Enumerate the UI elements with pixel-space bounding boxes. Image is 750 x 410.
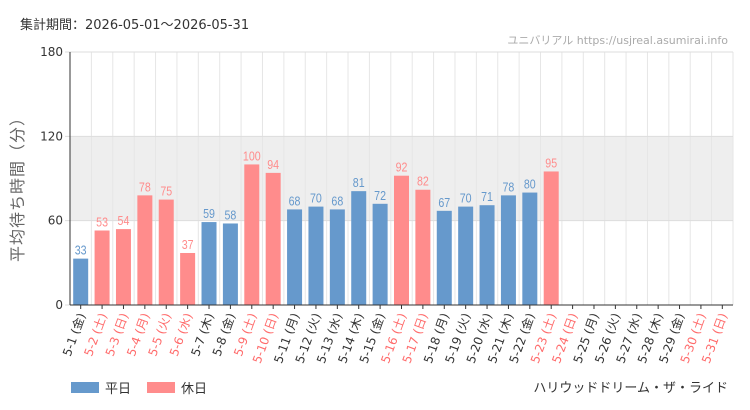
bar bbox=[137, 195, 153, 305]
data-label: 33 bbox=[75, 243, 87, 258]
bar bbox=[329, 209, 345, 305]
ride-name: ハリウッドドリーム・ザ・ライド bbox=[533, 381, 728, 396]
bar bbox=[158, 199, 174, 305]
data-label: 78 bbox=[503, 179, 515, 194]
data-label: 59 bbox=[203, 206, 215, 221]
bar bbox=[222, 223, 238, 305]
data-label: 94 bbox=[267, 157, 279, 172]
y-tick-label: 0 bbox=[55, 298, 63, 312]
bar bbox=[308, 206, 324, 305]
bar bbox=[415, 189, 431, 305]
data-label: 81 bbox=[353, 175, 365, 190]
data-label: 80 bbox=[524, 177, 536, 192]
bar bbox=[351, 191, 367, 305]
data-label: 95 bbox=[545, 155, 557, 170]
legend-item-holiday: 休日 bbox=[147, 378, 207, 397]
bar bbox=[500, 195, 516, 305]
legend-item-weekday: 平日 bbox=[71, 378, 131, 397]
legend-swatch-weekday bbox=[71, 382, 99, 393]
legend-label-weekday: 平日 bbox=[105, 382, 132, 397]
y-tick-label: 120 bbox=[40, 129, 63, 143]
y-tick-label: 60 bbox=[48, 214, 63, 228]
bar bbox=[394, 175, 409, 305]
legend: 平日 休日 bbox=[71, 378, 215, 397]
bar bbox=[94, 230, 110, 305]
data-label: 68 bbox=[331, 193, 343, 208]
bar bbox=[522, 192, 538, 305]
data-label: 53 bbox=[96, 214, 108, 229]
y-tick-label: 180 bbox=[40, 45, 63, 59]
data-label: 67 bbox=[438, 195, 450, 210]
bar bbox=[543, 171, 559, 305]
data-label: 75 bbox=[160, 184, 172, 199]
legend-swatch-holiday bbox=[147, 382, 176, 393]
data-label: 72 bbox=[374, 188, 386, 203]
legend-label-holiday: 休日 bbox=[181, 382, 208, 397]
data-label: 100 bbox=[243, 148, 261, 163]
bar bbox=[73, 258, 89, 305]
data-label: 58 bbox=[224, 207, 236, 222]
data-label: 70 bbox=[310, 191, 322, 206]
bar bbox=[244, 164, 260, 305]
bar bbox=[180, 252, 196, 305]
bar bbox=[201, 222, 217, 305]
data-label: 92 bbox=[396, 160, 408, 175]
data-label: 82 bbox=[417, 174, 429, 189]
bar bbox=[287, 209, 303, 305]
bar bbox=[115, 229, 131, 305]
period-label: 集計期間：2026-05-01～2026-05-31 bbox=[20, 18, 250, 33]
data-label: 68 bbox=[289, 193, 301, 208]
bar bbox=[436, 210, 452, 305]
source-credit: ユニバリアル https://usjreal.asumirai.info bbox=[507, 34, 728, 47]
bar bbox=[372, 203, 388, 305]
bar bbox=[265, 172, 281, 305]
bar bbox=[479, 205, 495, 305]
data-label: 71 bbox=[481, 189, 493, 204]
data-label: 70 bbox=[460, 191, 472, 206]
data-label: 78 bbox=[139, 179, 151, 194]
bar bbox=[458, 206, 474, 305]
data-label: 37 bbox=[182, 237, 194, 252]
data-label: 54 bbox=[118, 213, 130, 228]
